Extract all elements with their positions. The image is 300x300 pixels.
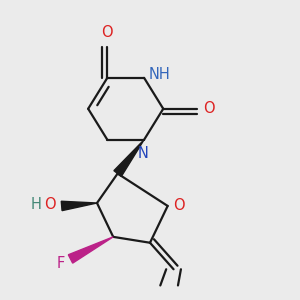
Text: O: O	[101, 25, 113, 40]
Text: O: O	[203, 101, 214, 116]
Polygon shape	[68, 237, 113, 263]
Text: NH: NH	[148, 67, 170, 82]
Text: O: O	[44, 197, 56, 212]
Polygon shape	[114, 140, 144, 176]
Text: O: O	[174, 198, 185, 213]
Text: N: N	[137, 146, 148, 160]
Text: F: F	[56, 256, 64, 271]
Polygon shape	[61, 201, 97, 211]
Text: H: H	[31, 197, 42, 212]
